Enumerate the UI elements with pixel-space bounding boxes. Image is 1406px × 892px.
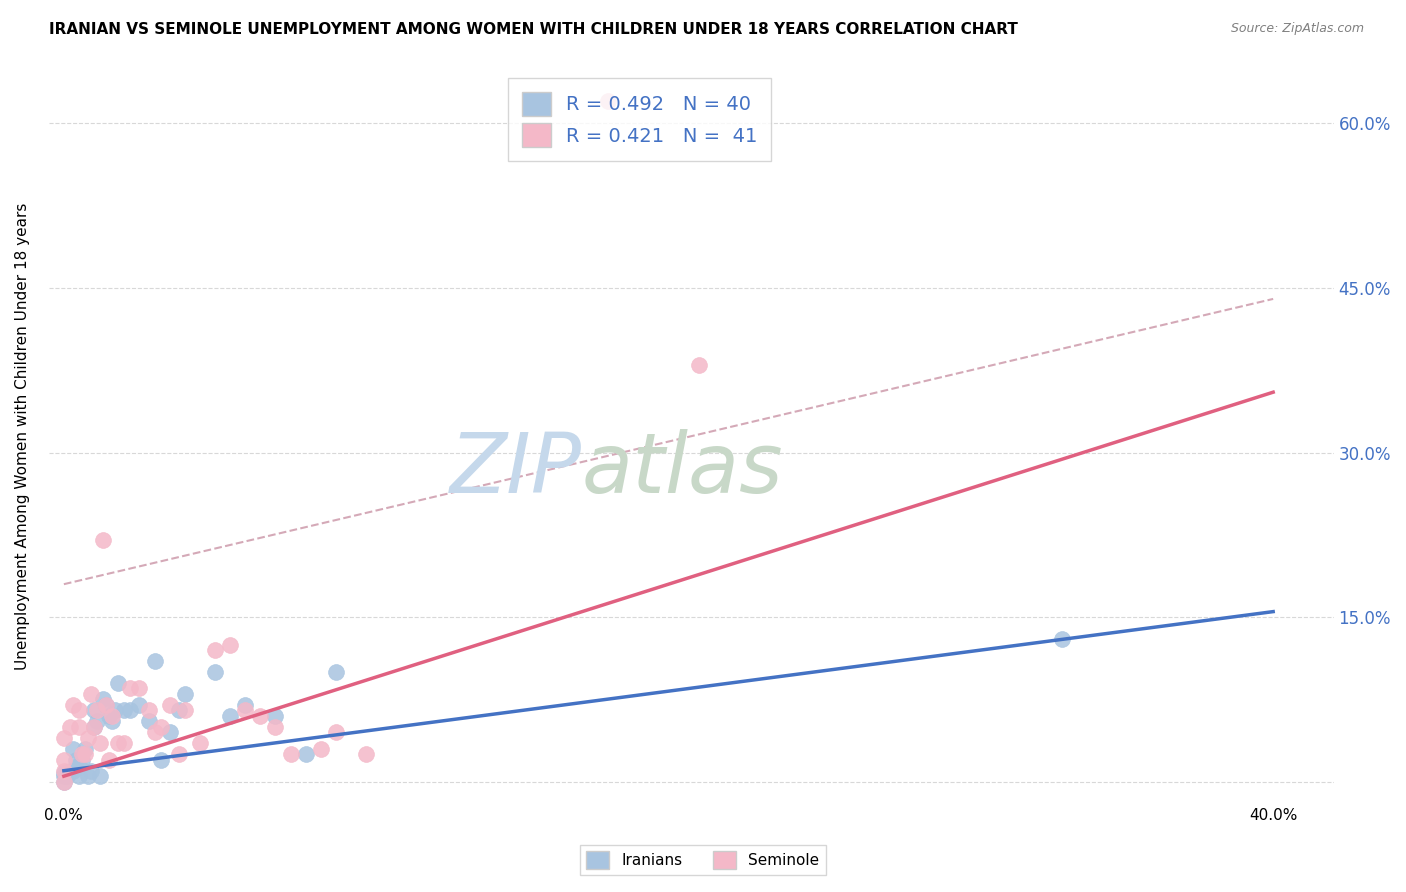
Point <box>264 720 287 734</box>
Point <box>143 725 166 739</box>
Point <box>91 533 114 548</box>
Point <box>98 753 121 767</box>
Point <box>107 676 129 690</box>
Point <box>83 703 105 717</box>
Point <box>120 703 142 717</box>
Point <box>688 358 710 372</box>
Text: atlas: atlas <box>582 429 783 509</box>
Point <box>128 698 150 712</box>
Point <box>309 741 332 756</box>
Point <box>80 764 103 778</box>
Point <box>70 753 93 767</box>
Point <box>264 709 287 723</box>
Text: ZIP: ZIP <box>450 429 582 509</box>
Point <box>56 769 79 783</box>
Point <box>59 720 82 734</box>
Point <box>354 747 377 762</box>
Point <box>67 703 90 717</box>
Point <box>167 703 190 717</box>
Point <box>52 731 75 745</box>
Point <box>128 681 150 696</box>
Point <box>67 758 90 772</box>
Point <box>83 720 105 734</box>
Point <box>96 698 118 712</box>
Point <box>52 765 75 780</box>
Legend: Iranians, Seminole: Iranians, Seminole <box>581 845 825 875</box>
Point <box>89 769 111 783</box>
Text: IRANIAN VS SEMINOLE UNEMPLOYMENT AMONG WOMEN WITH CHILDREN UNDER 18 YEARS CORREL: IRANIAN VS SEMINOLE UNEMPLOYMENT AMONG W… <box>49 22 1018 37</box>
Point <box>219 638 242 652</box>
Text: Source: ZipAtlas.com: Source: ZipAtlas.com <box>1230 22 1364 36</box>
Point <box>62 764 84 778</box>
Point <box>138 714 160 729</box>
Point <box>107 736 129 750</box>
Point <box>120 681 142 696</box>
Point <box>149 720 172 734</box>
Point <box>89 736 111 750</box>
Point <box>96 698 118 712</box>
Point <box>173 703 195 717</box>
Point <box>80 687 103 701</box>
Point <box>52 774 75 789</box>
Point <box>188 736 211 750</box>
Point <box>91 692 114 706</box>
Point <box>62 741 84 756</box>
Point <box>596 95 619 109</box>
Point <box>1050 632 1073 646</box>
Point <box>62 698 84 712</box>
Point <box>65 753 87 767</box>
Point <box>112 703 135 717</box>
Point <box>149 753 172 767</box>
Point <box>159 725 181 739</box>
Point <box>101 714 124 729</box>
Point <box>104 703 127 717</box>
Point <box>112 736 135 750</box>
Point <box>86 714 108 729</box>
Point <box>325 665 347 679</box>
Point <box>59 764 82 778</box>
Point <box>173 687 195 701</box>
Legend: R = 0.492   N = 40, R = 0.421   N =  41: R = 0.492 N = 40, R = 0.421 N = 41 <box>508 78 772 161</box>
Point <box>86 703 108 717</box>
Point <box>52 753 75 767</box>
Point <box>143 654 166 668</box>
Point <box>77 769 100 783</box>
Point <box>52 769 75 783</box>
Point <box>159 698 181 712</box>
Point <box>101 709 124 723</box>
Point <box>73 747 96 762</box>
Point <box>52 774 75 789</box>
Point <box>249 709 271 723</box>
Point <box>70 747 93 762</box>
Point <box>83 720 105 734</box>
Point <box>233 703 256 717</box>
Point <box>294 747 316 762</box>
Point <box>67 769 90 783</box>
Point <box>204 665 226 679</box>
Point <box>138 703 160 717</box>
Point <box>77 731 100 745</box>
Point <box>73 741 96 756</box>
Point <box>52 764 75 778</box>
Point <box>233 698 256 712</box>
Point <box>67 720 90 734</box>
Point <box>204 643 226 657</box>
Point <box>98 709 121 723</box>
Point <box>219 709 242 723</box>
Point <box>167 747 190 762</box>
Point <box>325 725 347 739</box>
Point <box>280 747 302 762</box>
Y-axis label: Unemployment Among Women with Children Under 18 years: Unemployment Among Women with Children U… <box>15 202 30 670</box>
